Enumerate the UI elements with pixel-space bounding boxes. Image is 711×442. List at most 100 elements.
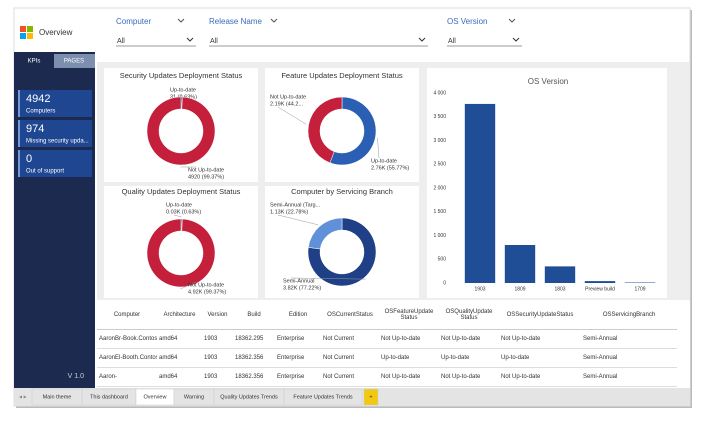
kpi-value: 4942 <box>26 93 50 105</box>
donut-title: Computer by Servicing Branch <box>291 187 393 196</box>
kpi-card[interactable] <box>18 120 92 147</box>
logo <box>20 26 26 32</box>
nav-arrows[interactable]: ◂ ▸ <box>19 395 27 401</box>
table-cell: Not Up-to-date <box>439 329 499 349</box>
y-tick-label: 3 500 <box>433 114 446 120</box>
donut-slice[interactable] <box>329 96 377 166</box>
column-header: Version <box>202 301 233 330</box>
table-cell: Not Current <box>321 329 379 349</box>
table-cell: Semi-Annual <box>581 367 677 387</box>
bar[interactable] <box>584 281 616 283</box>
column-header: OSFeatureUpdate Status <box>379 301 439 330</box>
chart-title: OS Version <box>528 77 568 86</box>
page-tab-label[interactable]: Feature Updates Trends <box>293 394 353 400</box>
page-tab-label[interactable]: Overview <box>144 394 167 400</box>
filter-label: Release Name <box>209 17 262 26</box>
leader-line <box>277 214 319 226</box>
table-cell: Enterprise <box>275 329 321 349</box>
filter-value[interactable]: All <box>448 38 456 45</box>
slice-name: Up-to-date <box>166 202 192 208</box>
kpi-label: Out of support <box>26 169 64 175</box>
kpi-accent <box>18 150 20 177</box>
page-tab-label[interactable]: Quality Updates Trends <box>220 394 278 400</box>
slice-label: 2.19K (44.2... <box>270 101 303 107</box>
filter-value[interactable]: All <box>210 38 218 45</box>
kpi-value: 0 <box>26 153 32 165</box>
filter-label: Computer <box>116 17 151 26</box>
bar[interactable] <box>504 245 536 283</box>
kpi-card[interactable] <box>18 90 92 117</box>
slice-label: 0.03K (0.63%) <box>166 209 201 215</box>
table-cell: 1903 <box>202 367 233 387</box>
slice-name: Not Up-to-date <box>188 167 224 173</box>
table-cell: 18362.356 <box>233 367 275 387</box>
table-cell: Semi-Annual <box>581 348 677 368</box>
table-cell: AaronBr-Book.Contoso <box>97 329 157 349</box>
column-header: OSSecurityUpdateStatus <box>499 301 581 330</box>
filter-label: OS Version <box>447 17 487 26</box>
kpi-card[interactable] <box>18 150 92 177</box>
table-cell: amd64 <box>157 367 202 387</box>
kpi-label: Missing security upda... <box>26 139 89 145</box>
version: V 1.0 <box>68 373 84 380</box>
page-tab-label[interactable]: Warning <box>184 394 204 400</box>
y-tick-label: 500 <box>438 257 447 263</box>
page-tab[interactable] <box>283 388 363 406</box>
table-cell: amd64 <box>157 329 202 349</box>
leader-line <box>277 106 307 125</box>
bar[interactable] <box>544 266 576 283</box>
slice-name: Not Up-to-date <box>270 94 306 100</box>
column-header: Edition <box>275 301 321 330</box>
kpis-tab[interactable]: KPIs <box>28 59 41 65</box>
table-cell: Up-to-date <box>379 348 439 368</box>
slice-name: Not Up-to-date <box>188 282 224 288</box>
table-cell: Not Current <box>321 367 379 387</box>
chevron[interactable] <box>512 37 520 42</box>
y-tick-label: 3 000 <box>433 138 446 144</box>
slice-label: 4.92K (99.37%) <box>188 289 226 295</box>
table-cell: Not Up-to-date <box>499 367 581 387</box>
y-tick-label: 0 <box>443 280 446 286</box>
chevron[interactable] <box>418 37 426 42</box>
panel <box>427 68 667 298</box>
kpi-label: Computers <box>26 109 55 115</box>
x-tick-label: 1903 <box>474 286 485 292</box>
page-tab-label[interactable]: Main theme <box>43 394 72 400</box>
donut-title: Feature Updates Deployment Status <box>281 71 403 80</box>
column-header: Build <box>233 301 275 330</box>
page-tab-label[interactable]: This dashboard <box>90 394 128 400</box>
leader-line <box>180 281 197 290</box>
table-cell: Not Up-to-date <box>439 367 499 387</box>
filter-value[interactable]: All <box>117 38 125 45</box>
slice-name: Up-to-date <box>170 87 196 93</box>
y-tick-label: 2 000 <box>433 185 446 191</box>
table-cell: 18362.295 <box>233 329 275 349</box>
table-row: Aaron-amd64 1903 18362.356 Enterprise Not Cu… <box>97 367 677 387</box>
table: Computer Architecture Version Build Edition O… <box>97 301 690 388</box>
page-tab-label[interactable]: + <box>369 394 372 400</box>
app-title: Overview <box>39 28 73 37</box>
slice-label: 1.13K (22.78%) <box>270 209 308 215</box>
table-row: AaronEl-Booth.Contoso amd64 1903 18362.356 E… <box>97 348 677 368</box>
donut-slice[interactable] <box>307 96 343 164</box>
donut-title: Quality Updates Deployment Status <box>122 187 241 196</box>
leader-line <box>290 277 366 280</box>
donut-slice[interactable] <box>307 217 377 287</box>
donut-slice[interactable] <box>146 218 216 288</box>
pages-tab[interactable] <box>54 54 95 68</box>
table-cell: Aaron- <box>97 367 157 387</box>
page-tab[interactable] <box>363 388 379 406</box>
table-cell: Enterprise <box>275 367 321 387</box>
chevron[interactable] <box>186 37 194 42</box>
bar[interactable] <box>464 103 496 283</box>
chevron <box>177 18 185 23</box>
table-row: AaronBr-Book.Contoso amd64 1903 18362.295 En… <box>97 329 677 349</box>
x-tick-label: 1709 <box>634 286 645 292</box>
donut-slice[interactable] <box>308 217 343 250</box>
slice-label: 2.76K (55.77%) <box>371 165 409 171</box>
y-tick-label: 1 500 <box>433 209 446 215</box>
pages-tab-label[interactable]: PAGES <box>64 59 84 65</box>
donut-slice[interactable] <box>146 96 216 166</box>
